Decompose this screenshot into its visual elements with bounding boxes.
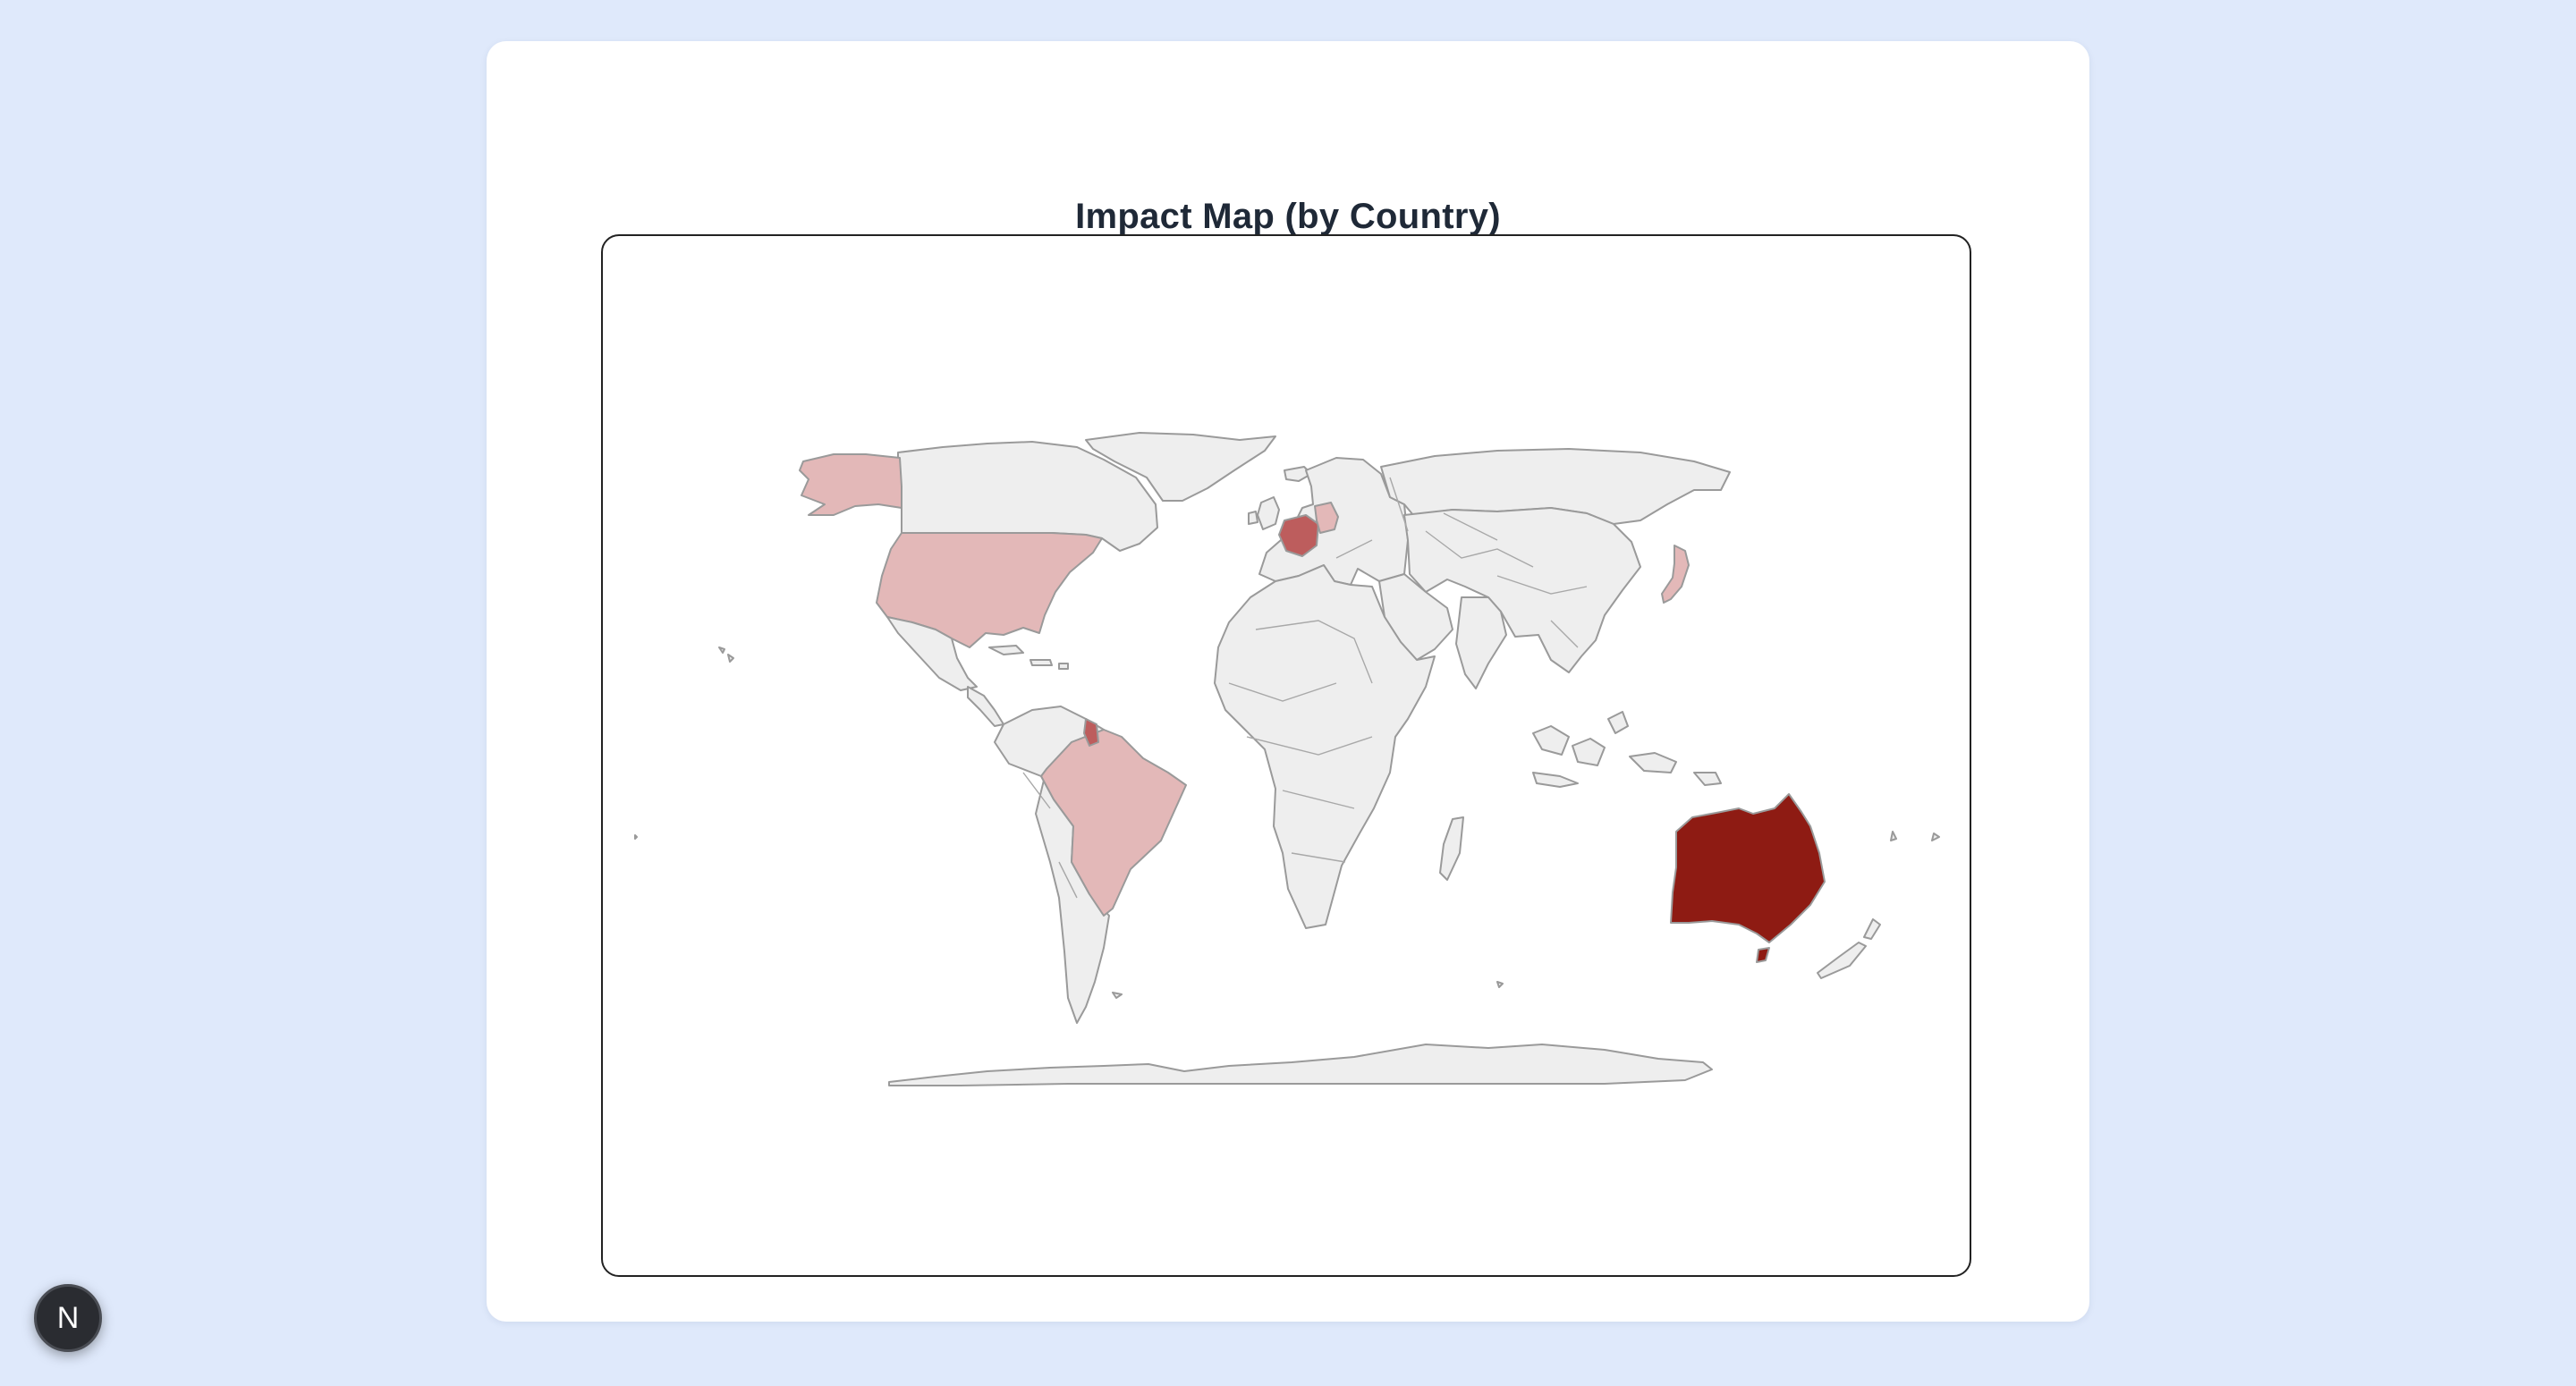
country-brazil[interactable] [1040,729,1187,917]
region-africa[interactable] [1214,564,1436,929]
country-united-states[interactable] [876,532,1103,648]
region-central-america[interactable] [967,686,1004,727]
country-india[interactable] [1455,596,1507,689]
country-alaska-usa[interactable] [799,453,902,516]
country-madagascar[interactable] [1439,816,1464,881]
region-asia[interactable] [1403,507,1641,673]
country-greenland[interactable] [1085,432,1276,502]
impact-map-card: Impact Map (by Country) [487,41,2089,1322]
region-caribbean[interactable] [988,645,1069,670]
map-container[interactable] [601,234,1971,1277]
nextjs-logo-icon[interactable]: N [34,1284,102,1352]
region-hawaii[interactable] [718,647,734,663]
country-french-guiana[interactable] [1083,718,1099,747]
country-france[interactable] [1278,514,1319,557]
country-borders [1022,477,1588,899]
country-germany[interactable] [1314,502,1339,534]
country-australia-tasmania[interactable] [1756,947,1770,963]
nextjs-badge-label: N [56,1300,80,1335]
world-map[interactable] [603,236,1971,1277]
country-australia[interactable] [1670,793,1826,943]
region-southeast-asia[interactable] [1532,711,1722,788]
country-united-kingdom[interactable] [1248,496,1280,530]
page-title: Impact Map (by Country) [1075,197,1501,236]
country-new-zealand[interactable] [1817,918,1881,979]
region-antarctica[interactable] [888,1044,1713,1086]
country-iceland[interactable] [1284,466,1312,482]
country-mexico[interactable] [886,616,978,691]
region-pacific-islands[interactable] [634,831,1940,999]
country-japan[interactable] [1661,545,1690,604]
